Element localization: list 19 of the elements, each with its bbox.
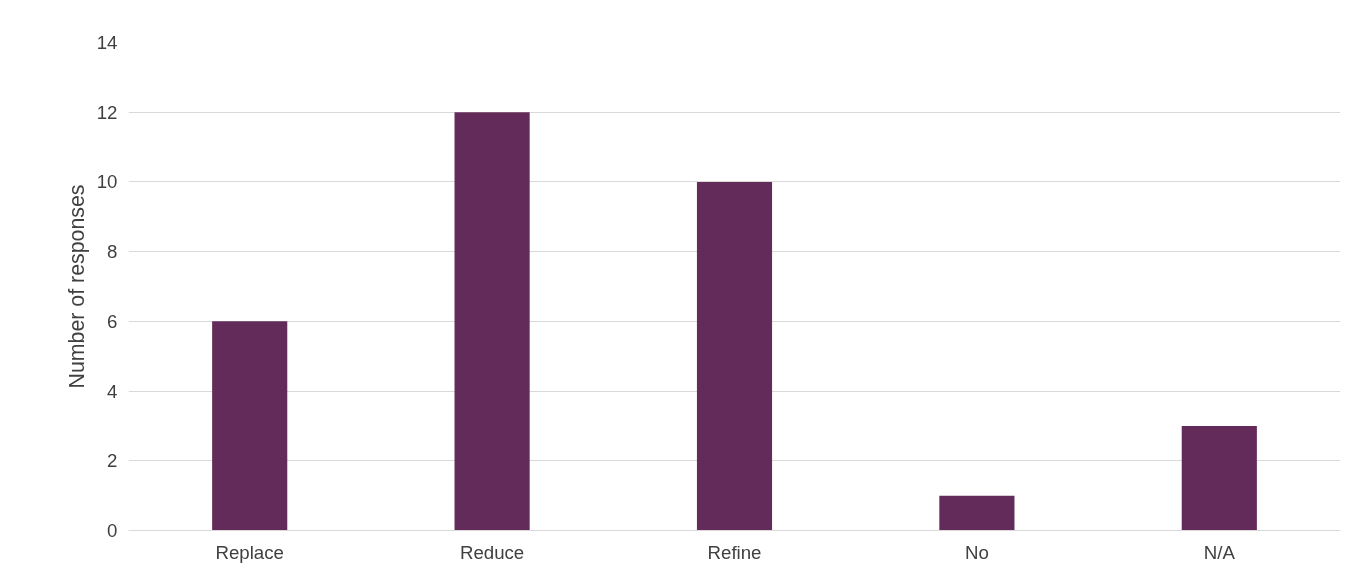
y-tick-label: 8 xyxy=(107,241,118,263)
y-tick-label: 2 xyxy=(107,450,118,472)
x-tick-label: Refine xyxy=(707,541,762,563)
y-tick-label: 14 xyxy=(96,32,118,53)
bar xyxy=(939,495,1015,531)
bar xyxy=(1181,425,1257,531)
bar xyxy=(696,181,773,531)
x-tick-label: No xyxy=(964,541,989,563)
x-tick-label: N/A xyxy=(1203,541,1236,563)
bar xyxy=(454,112,530,531)
bar xyxy=(212,321,288,531)
y-tick-label: 0 xyxy=(107,520,118,541)
y-axis-title: Number of responses xyxy=(64,184,89,389)
y-tick-label: 12 xyxy=(96,101,118,123)
y-tick-label: 10 xyxy=(96,171,118,193)
y-tick-label: 6 xyxy=(107,310,118,332)
y-tick-label: 4 xyxy=(107,380,118,402)
x-tick-label: Replace xyxy=(215,541,284,563)
x-tick-label: Reduce xyxy=(459,541,525,563)
